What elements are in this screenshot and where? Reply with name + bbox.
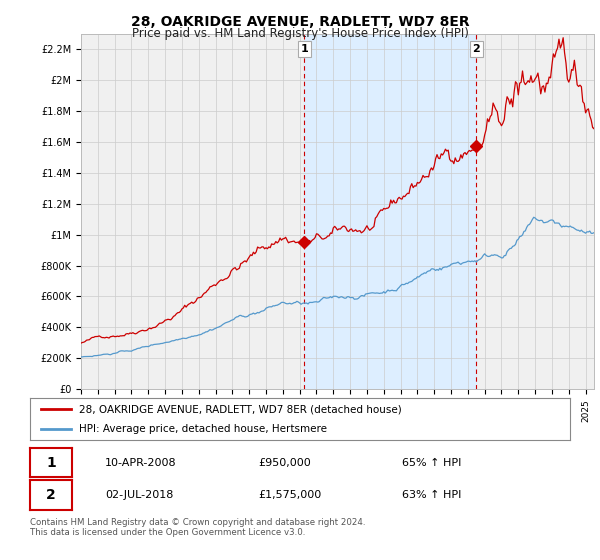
Text: 63% ↑ HPI: 63% ↑ HPI [402, 490, 461, 500]
Text: 2: 2 [472, 44, 480, 54]
Text: 1: 1 [301, 44, 308, 54]
Text: 02-JUL-2018: 02-JUL-2018 [105, 490, 173, 500]
Text: 2: 2 [46, 488, 56, 502]
Text: £950,000: £950,000 [258, 458, 311, 468]
Text: 28, OAKRIDGE AVENUE, RADLETT, WD7 8ER: 28, OAKRIDGE AVENUE, RADLETT, WD7 8ER [131, 15, 469, 29]
Text: 65% ↑ HPI: 65% ↑ HPI [402, 458, 461, 468]
Text: £1,575,000: £1,575,000 [258, 490, 321, 500]
Text: 28, OAKRIDGE AVENUE, RADLETT, WD7 8ER (detached house): 28, OAKRIDGE AVENUE, RADLETT, WD7 8ER (d… [79, 404, 401, 414]
Text: Price paid vs. HM Land Registry's House Price Index (HPI): Price paid vs. HM Land Registry's House … [131, 27, 469, 40]
Bar [304, 34, 476, 389]
Text: HPI: Average price, detached house, Hertsmere: HPI: Average price, detached house, Hert… [79, 424, 326, 434]
Text: Contains HM Land Registry data © Crown copyright and database right 2024.
This d: Contains HM Land Registry data © Crown c… [30, 518, 365, 538]
Text: 10-APR-2008: 10-APR-2008 [105, 458, 176, 468]
Text: 1: 1 [46, 456, 56, 469]
